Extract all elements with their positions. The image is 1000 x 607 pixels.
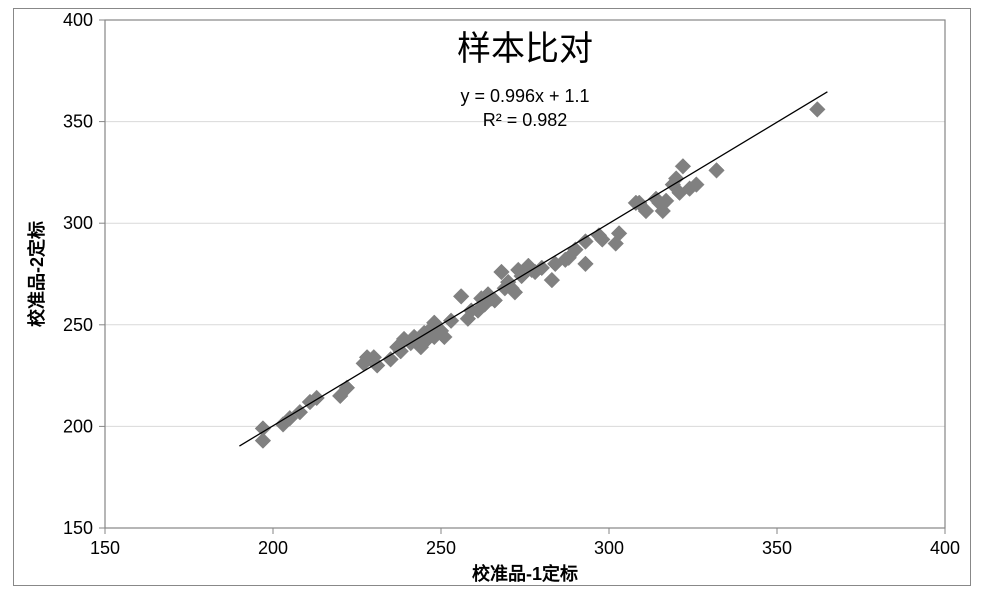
chart-title: 样本比对 [457,30,593,68]
x-tick-label: 400 [930,538,960,558]
x-tick-label: 350 [762,538,792,558]
x-tick-label: 150 [90,538,120,558]
chart-container: 150 200 250 300 350 400 150 200 250 300 350 400 校准品-… [13,8,971,586]
x-tick-label: 200 [258,538,288,558]
y-tick-label: 200 [63,416,93,436]
y-axis-label: 校准品-2定标 [26,221,47,327]
r2-text: R² = 0.982 [483,110,568,130]
y-tick-label: 250 [63,315,93,335]
scatter-chart: 150 200 250 300 350 400 150 200 250 300 350 400 校准品-… [13,8,971,586]
y-tick-label: 350 [63,112,93,132]
y-tick-label: 300 [63,213,93,233]
x-axis-label: 校准品-1定标 [472,563,578,584]
x-tick-label: 250 [426,538,456,558]
y-tick-label: 400 [63,10,93,30]
x-tick-label: 300 [594,538,624,558]
equation-text: y = 0.996x + 1.1 [460,86,589,106]
y-tick-label: 150 [63,518,93,538]
